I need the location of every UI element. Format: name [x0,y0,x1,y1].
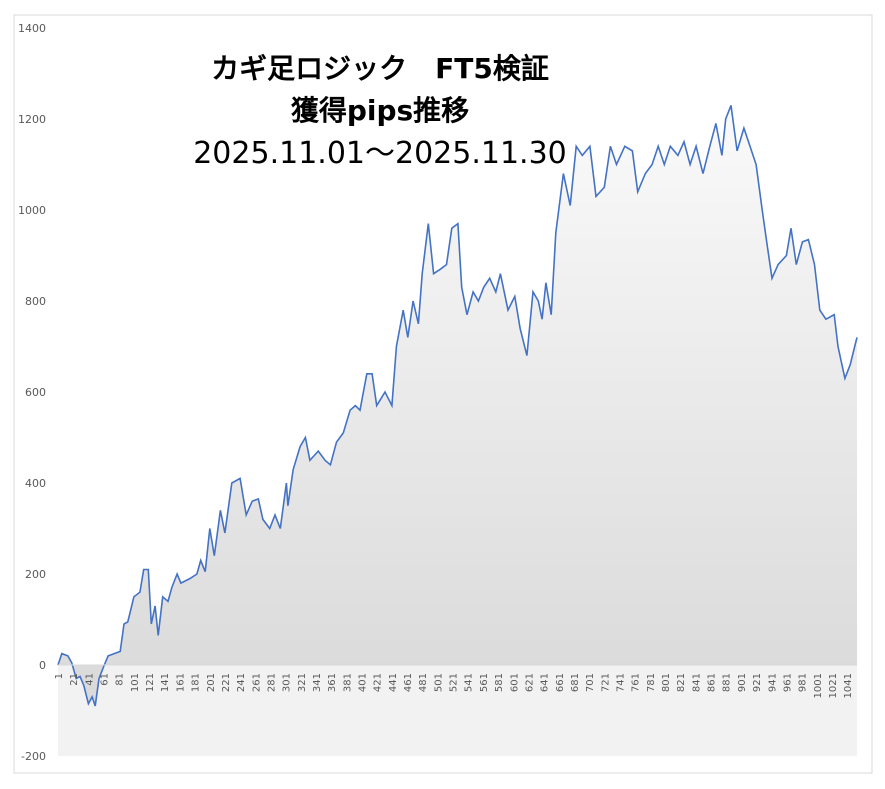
area-fill [58,105,857,706]
y-tick-label: 600 [25,386,46,399]
x-tick-label: 501 [433,673,444,692]
x-tick-label: 281 [266,673,277,692]
x-tick-label: 481 [418,673,429,692]
x-tick-label: 201 [206,673,217,692]
x-tick-label: 321 [297,673,308,692]
x-tick-label: 441 [388,673,399,692]
x-tick-label: 121 [145,673,156,692]
x-tick-label: 541 [464,673,475,692]
x-tick-label: 241 [236,673,247,692]
y-tick-label: 1400 [18,22,46,35]
x-tick-label: 741 [616,673,627,692]
x-tick-label: 621 [524,673,535,692]
x-tick-label: 41 [84,673,95,686]
x-tick-label: 141 [160,673,171,692]
x-tick-label: 581 [494,673,505,692]
x-tick-label: 801 [661,673,672,692]
plot-lower-band [58,665,857,756]
x-tick-label: 81 [115,673,126,686]
chart-title: 獲得pips推移 [291,94,469,127]
x-tick-label: 961 [782,673,793,692]
y-tick-label: 1200 [18,113,46,126]
x-tick-label: 1 [54,673,65,679]
x-tick-label: 561 [479,673,490,692]
x-tick-label: 641 [540,673,551,692]
x-tick-label: 521 [449,673,460,692]
x-tick-label: 881 [722,673,733,692]
x-tick-label: 1041 [843,673,854,698]
x-tick-label: 761 [631,673,642,692]
y-tick-label: 1000 [18,204,46,217]
x-tick-label: 601 [509,673,520,692]
x-tick-label: 221 [221,673,232,692]
y-tick-label: 0 [39,659,46,672]
x-tick-label: 1021 [828,673,839,698]
x-tick-label: 821 [676,673,687,692]
x-tick-label: 1001 [813,673,824,698]
x-tick-label: 461 [403,673,414,692]
y-tick-label: 200 [25,568,46,581]
x-tick-label: 401 [358,673,369,692]
x-tick-label: 921 [752,673,763,692]
x-tick-label: 341 [312,673,323,692]
x-tick-label: 861 [707,673,718,692]
x-tick-label: 161 [175,673,186,692]
x-tick-label: 661 [555,673,566,692]
x-tick-label: 381 [342,673,353,692]
y-tick-label: 800 [25,295,46,308]
x-tick-label: 841 [691,673,702,692]
x-tick-label: 101 [130,673,141,692]
x-tick-label: 361 [327,673,338,692]
x-tick-label: 701 [585,673,596,692]
x-tick-label: 261 [251,673,262,692]
chart-title: 2025.11.01～2025.11.30 [193,136,567,171]
x-tick-label: 301 [282,673,293,692]
x-tick-label: 941 [767,673,778,692]
x-tick-label: 901 [737,673,748,692]
y-tick-label: 400 [25,477,46,490]
y-tick-label: -200 [21,750,46,763]
x-tick-label: 181 [191,673,202,692]
line [57,105,858,707]
x-tick-label: 721 [600,673,611,692]
x-tick-label: 781 [646,673,657,692]
x-tick-label: 981 [798,673,809,692]
chart-title: カギ足ロジック FT5検証 [211,52,549,85]
x-tick-label: 681 [570,673,581,692]
x-tick-label: 21 [69,673,80,686]
x-tick-label: 421 [373,673,384,692]
x-tick-label: 61 [100,673,111,686]
